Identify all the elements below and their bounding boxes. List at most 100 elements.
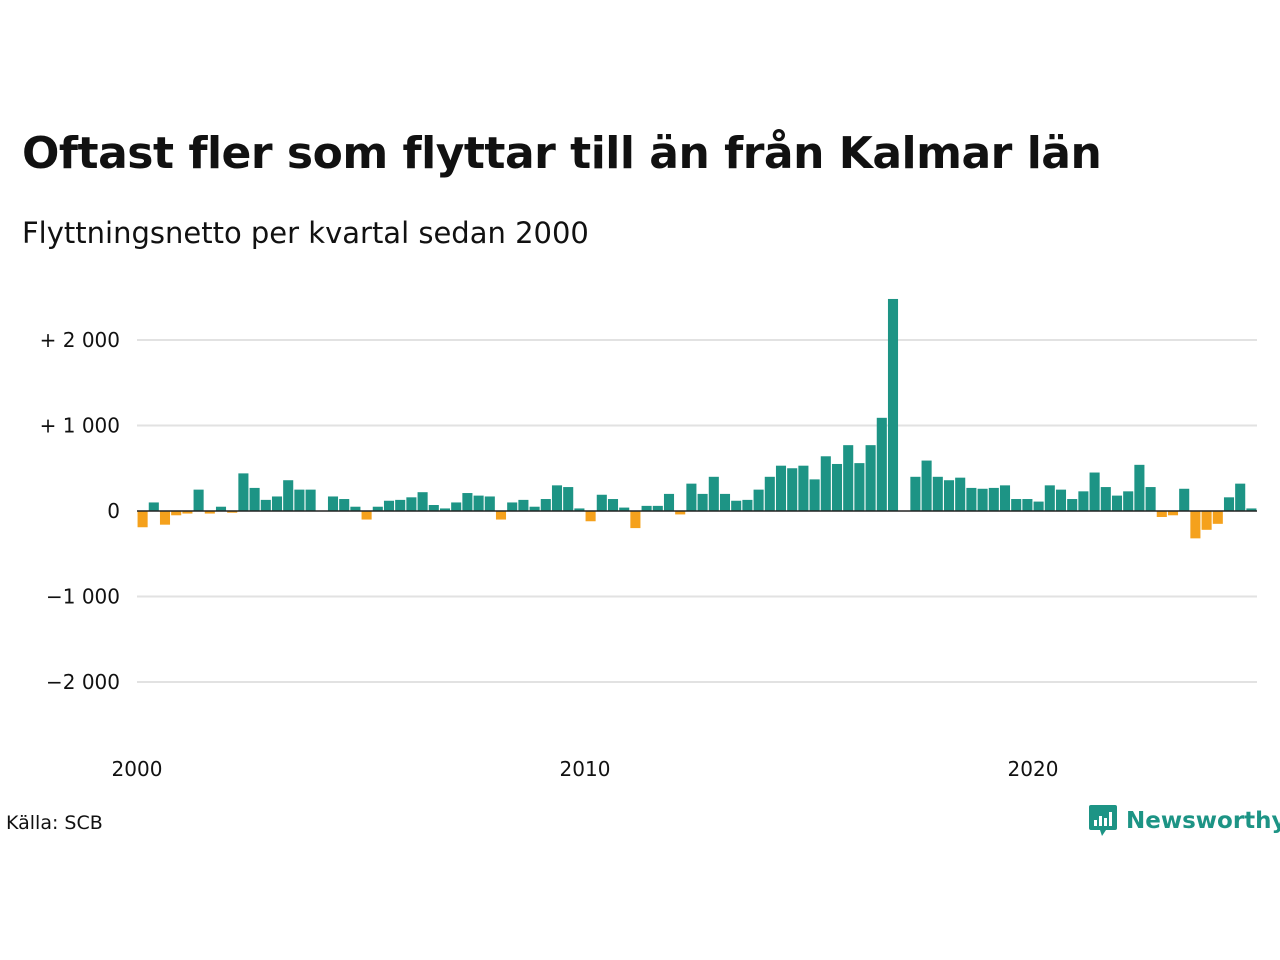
- bar: [854, 463, 865, 511]
- y-tick-label: −2 000: [46, 670, 120, 694]
- bar: [451, 502, 462, 511]
- bar: [171, 511, 182, 516]
- bar: [630, 511, 641, 529]
- bar: [1078, 491, 1089, 512]
- bar: [1123, 491, 1134, 512]
- newsworthy-logo-text: Newsworthy: [1126, 808, 1280, 834]
- bar: [417, 492, 428, 511]
- bar: [641, 505, 652, 511]
- bar: [249, 487, 260, 511]
- bars: [137, 298, 1257, 539]
- bar: [820, 456, 831, 511]
- bar: [607, 499, 619, 511]
- bar: [439, 508, 451, 512]
- bar: [619, 507, 630, 511]
- bar: [943, 480, 955, 511]
- bar: [742, 499, 753, 511]
- bar: [305, 489, 316, 512]
- y-tick-label: + 2 000: [40, 328, 120, 352]
- bar: [932, 476, 943, 511]
- bar: [383, 500, 395, 511]
- bar: [719, 493, 731, 511]
- bar: [865, 445, 876, 511]
- bar: [204, 511, 215, 514]
- bar: [271, 496, 283, 512]
- x-tick-label: 2020: [1008, 757, 1059, 781]
- bar: [1033, 501, 1044, 511]
- bar: [372, 506, 383, 511]
- bar: [977, 488, 988, 511]
- newsworthy-logo-icon: [1089, 805, 1117, 836]
- bar: [495, 511, 507, 520]
- bar: [675, 511, 686, 515]
- bar: [1134, 464, 1145, 511]
- bar: [283, 480, 294, 511]
- bar: [339, 499, 350, 511]
- y-tick-label: −1 000: [46, 585, 120, 609]
- bar: [731, 500, 742, 511]
- bar: [1246, 508, 1257, 512]
- bar: [563, 487, 574, 511]
- bar: [406, 497, 417, 511]
- bar: [999, 485, 1011, 511]
- bar: [596, 494, 607, 511]
- bar: [159, 511, 171, 525]
- chart-title: Oftast fler som flyttar till än från Kal…: [22, 128, 1102, 179]
- bar: [327, 496, 339, 512]
- bar: [1167, 511, 1179, 516]
- bar: [1235, 483, 1246, 511]
- x-axis: 2000 2010 2020: [112, 757, 1059, 781]
- bar: [395, 499, 406, 511]
- bar: [529, 506, 540, 511]
- bar: [182, 511, 193, 514]
- bar: [1044, 485, 1055, 511]
- bar: [518, 499, 529, 511]
- bar: [831, 463, 843, 511]
- bar: [652, 505, 663, 511]
- bar: [708, 476, 719, 511]
- newsworthy-logo: Newsworthy: [1088, 803, 1280, 839]
- bar: [910, 476, 921, 511]
- bar: [574, 508, 585, 512]
- bar: [1223, 497, 1235, 511]
- bar: [787, 468, 798, 511]
- bar: [798, 465, 809, 512]
- bar: [955, 477, 966, 512]
- bar: [775, 465, 787, 512]
- source-note: Källa: SCB: [6, 812, 103, 834]
- bar: [294, 489, 305, 512]
- bar: [843, 445, 854, 511]
- x-tick-label: 2000: [112, 757, 163, 781]
- bar: [260, 499, 271, 511]
- bar: [1100, 487, 1111, 511]
- gridlines: [137, 339, 1257, 683]
- bar: [361, 511, 372, 520]
- bar: [764, 476, 775, 511]
- bar: [887, 298, 899, 511]
- bar: [428, 505, 439, 511]
- bar: [238, 473, 249, 511]
- bar: [809, 479, 820, 512]
- bar: [507, 502, 518, 511]
- bar: [921, 460, 932, 512]
- bar: [697, 493, 708, 511]
- bar: [966, 487, 977, 511]
- bar: [686, 483, 697, 511]
- bar: [473, 495, 484, 511]
- bar: [1022, 499, 1033, 511]
- y-tick-label: 0: [107, 499, 120, 523]
- bar: [1111, 495, 1123, 511]
- x-tick-label: 2010: [560, 757, 611, 781]
- bar: [215, 506, 227, 511]
- bar: [193, 489, 204, 512]
- bar: [350, 506, 361, 511]
- y-axis: + 2 000 + 1 000 0 −1 000 −2 000: [40, 328, 120, 694]
- bar: [753, 489, 764, 512]
- bar: [227, 511, 238, 513]
- bar: [1011, 499, 1022, 511]
- bar: [663, 493, 675, 511]
- bar: [1156, 511, 1167, 517]
- bar: [148, 502, 159, 511]
- bar: [1212, 511, 1223, 524]
- bar: [1055, 489, 1067, 512]
